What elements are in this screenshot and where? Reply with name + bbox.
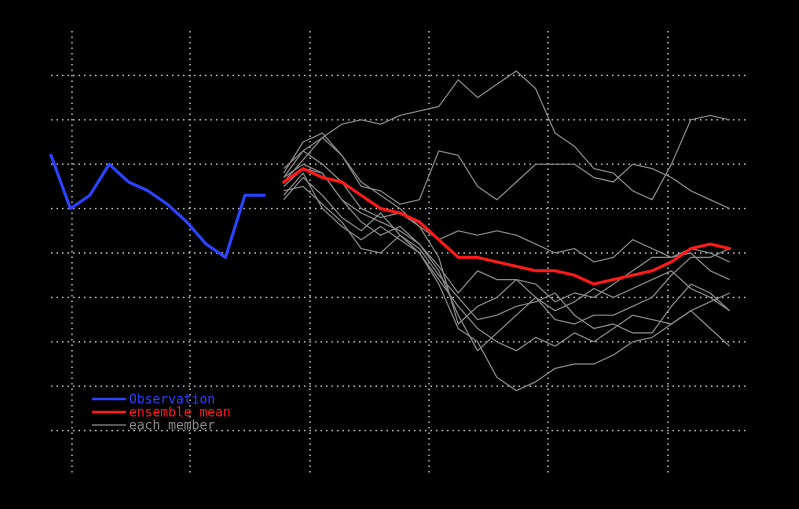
legend-label-ensemble-mean: ensemble mean xyxy=(129,406,231,421)
member-lines xyxy=(283,70,731,392)
member-line-5 xyxy=(283,150,730,325)
member-line-7 xyxy=(283,176,730,392)
member-line-2 xyxy=(283,132,730,210)
legend-label-each-member: each member xyxy=(129,419,215,434)
series-lines xyxy=(49,153,732,286)
ensemble-mean-line xyxy=(282,167,732,286)
member-line-3 xyxy=(283,137,730,281)
member-line-1 xyxy=(283,70,730,201)
observation-line xyxy=(49,153,266,259)
member-line-4 xyxy=(283,163,730,303)
member-line-6 xyxy=(283,168,730,352)
member-line-8 xyxy=(283,185,731,334)
member-line-9 xyxy=(283,172,731,352)
grid-lines xyxy=(51,31,749,475)
legend-label-observation: Observation xyxy=(129,393,215,408)
